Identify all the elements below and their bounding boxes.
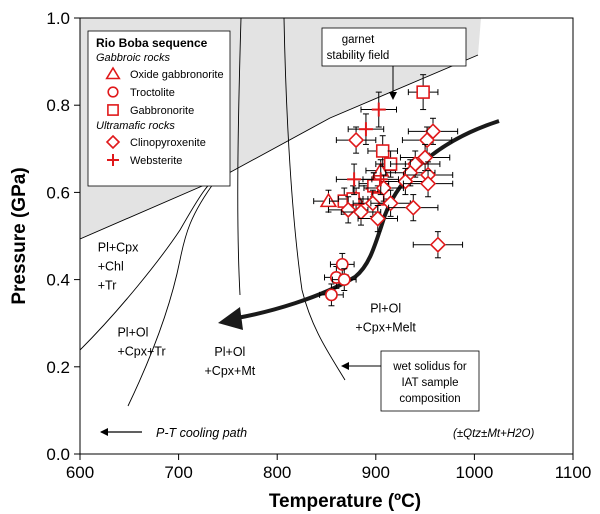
legend-group-gabbroic: Gabbroic rocks xyxy=(96,52,170,64)
x-tick-label: 700 xyxy=(164,463,192,482)
diamond-marker xyxy=(382,195,399,212)
y-tick-label: 0.2 xyxy=(46,358,70,377)
legend-label-websterite: Websterite xyxy=(130,155,182,167)
legend-square-symbol xyxy=(107,104,119,116)
data-point-diamond xyxy=(357,204,398,233)
chl-tr-boundary-line xyxy=(80,179,217,351)
solidus-annotation-box xyxy=(380,350,480,412)
legend-plus-symbol xyxy=(107,154,119,166)
diamond-marker xyxy=(347,131,365,149)
x-axis-title: Temperature (ºC) xyxy=(269,491,421,512)
field-label-line: +Cpx+Melt xyxy=(355,320,416,334)
diamond-marker xyxy=(429,236,447,253)
field-label-line: +Cpx+Mt xyxy=(205,364,256,378)
field-label-line: +Chl xyxy=(98,259,124,273)
field-label: Pl+Cpx +Chl +Tr xyxy=(98,240,139,292)
field-label: Pl+Ol +Cpx+Tr xyxy=(117,325,165,358)
field-label: Pl+Ol +Cpx+Mt xyxy=(205,345,256,378)
y-tick-label: 0.8 xyxy=(46,96,70,115)
legend-label-clinopyroxenite: Clinopyroxenite xyxy=(130,137,206,149)
data-point-plus xyxy=(347,113,385,145)
data-point-diamond xyxy=(370,189,411,217)
data-point-diamond xyxy=(335,126,377,154)
left-field-boundary-line xyxy=(237,18,242,296)
wet-solidus-line xyxy=(283,18,346,381)
garnet-annotation-box xyxy=(321,27,467,67)
legend-label-oxide-gabbronorite: Oxide gabbronorite xyxy=(130,69,224,81)
garnet-annotation-line-2: stability field xyxy=(327,50,390,62)
data-point-diamond xyxy=(412,231,464,259)
solidus-annotation-line-2: IAT sample xyxy=(401,377,458,389)
data-point-square xyxy=(407,74,439,111)
cooling-path-arrow xyxy=(236,119,500,320)
legend-label-gabbronorite: Gabbronorite xyxy=(130,105,194,117)
diamond-marker xyxy=(397,173,414,190)
x-tick-label: 600 xyxy=(66,463,94,482)
data-point-plus xyxy=(360,91,398,128)
x-tick-label: 1100 xyxy=(555,463,592,482)
triangle-marker xyxy=(319,192,338,208)
plus-marker xyxy=(371,102,386,117)
circle-marker xyxy=(325,288,338,302)
field-label-line: Pl+Ol xyxy=(117,325,148,339)
y-tick-label: 0.4 xyxy=(46,271,70,290)
cooling-path-label: P-T cooling path xyxy=(156,426,247,440)
circle-marker xyxy=(337,273,351,286)
data-markers xyxy=(313,74,464,307)
y-tick-label: 1.0 xyxy=(46,9,70,28)
field-label-line: Pl+Ol xyxy=(370,301,401,315)
tr-out-boundary-line xyxy=(127,179,217,407)
y-axis-ticks: 0.0 0.2 0.4 0.6 0.8 1.0 xyxy=(46,9,80,464)
field-label-line: +Cpx+Tr xyxy=(117,344,165,358)
data-point-circle xyxy=(319,283,344,307)
cooling-path-arrowhead xyxy=(218,307,243,330)
legend-circle-symbol xyxy=(107,86,119,98)
field-label-line: Pl+Cpx xyxy=(98,240,139,254)
square-marker xyxy=(375,144,390,158)
diamond-marker xyxy=(405,199,422,216)
x-tick-label: 1000 xyxy=(455,463,493,482)
plus-marker xyxy=(373,172,388,187)
data-point-circle xyxy=(331,268,357,291)
y-tick-label: 0.6 xyxy=(46,183,70,202)
garnet-annotation-line-1: garnet xyxy=(342,34,375,46)
field-label: Pl+Ol +Cpx+Melt xyxy=(355,301,416,334)
data-point-plus xyxy=(362,163,399,196)
phase-boundaries xyxy=(80,18,479,407)
y-axis-title: Pressure (GPa) xyxy=(9,167,30,304)
y-tick-label: 0.0 xyxy=(46,445,70,464)
legend-symbols xyxy=(105,66,121,166)
diamond-marker xyxy=(419,175,437,192)
garnet-boundary-line xyxy=(80,54,479,240)
legend-triangle-symbol xyxy=(105,66,121,80)
field-label-line: +Tr xyxy=(98,278,117,292)
solidus-annotation-line-3: composition xyxy=(399,393,460,405)
solidus-annotation-line-1: wet solidus for xyxy=(392,361,467,373)
field-label-line: Pl+Ol xyxy=(214,345,245,359)
legend: Rio Boba sequence Gabbroic rocks Ultrama… xyxy=(87,30,231,187)
plot-frame xyxy=(79,17,574,455)
circle-marker xyxy=(335,257,349,271)
data-point-diamond xyxy=(388,194,439,222)
legend-title: Rio Boba sequence xyxy=(96,36,208,50)
legend-group-ultramafic: Ultramafic rocks xyxy=(96,120,175,132)
assemblage-note: (±Qtz±Mt+H2O) xyxy=(453,428,534,440)
data-point-diamond xyxy=(401,126,453,154)
legend-label-troctolite: Troctolite xyxy=(130,87,175,99)
square-marker xyxy=(416,85,430,99)
diamond-marker xyxy=(369,210,386,227)
diamond-marker xyxy=(340,201,357,218)
x-tick-label: 800 xyxy=(263,463,291,482)
data-point-circle xyxy=(329,252,355,276)
diamond-marker xyxy=(418,131,436,149)
x-tick-label: 900 xyxy=(362,463,390,482)
data-point-plus xyxy=(335,163,373,196)
plus-marker xyxy=(347,172,362,187)
data-point-diamond xyxy=(340,198,382,226)
plus-marker xyxy=(358,122,373,137)
legend-diamond-symbol xyxy=(105,134,121,150)
x-axis-ticks: 600 700 800 900 1000 1100 xyxy=(66,454,591,482)
